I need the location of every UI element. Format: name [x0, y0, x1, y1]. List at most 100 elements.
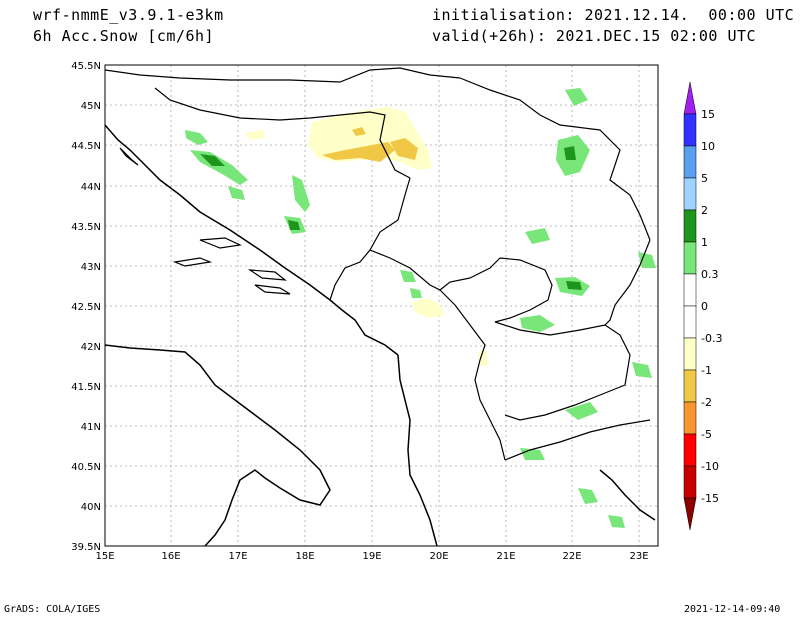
- latitude-labels: 45.5N 45N 44.5N 44N 43.5N 43N 42.5N 42N …: [71, 61, 101, 553]
- island-1: [199, 237, 243, 249]
- snow-area-greece-2: [578, 488, 598, 504]
- border-greece: [504, 419, 651, 461]
- lon-label: 19E: [362, 551, 381, 562]
- lat-label: 40N: [81, 502, 101, 513]
- colorbar-top-arrow: [683, 81, 697, 115]
- colorbar-label: 2: [701, 204, 708, 217]
- snow-area-dinaric-1: [185, 130, 208, 145]
- lat-label: 44.5N: [71, 141, 101, 152]
- lat-label: 42N: [81, 342, 101, 353]
- islands: [119, 147, 291, 295]
- coastline-italy: [104, 344, 331, 547]
- snow-area-greece-4: [632, 362, 652, 378]
- longitude-labels: 15E 16E 17E 18E 19E 20E 21E 22E 23E: [95, 551, 648, 562]
- melt-area-small-2: [412, 298, 445, 318]
- country-borders: [104, 67, 651, 461]
- colorbar-segment: [683, 209, 697, 243]
- colorbar-segment: [683, 465, 697, 499]
- border-macedonia: [494, 321, 631, 421]
- lat-label: 45N: [81, 101, 101, 112]
- colorbar-labels: 15 10 5 2 1 0.3 0 -0.3 -1 -2 -5 -10 -15: [701, 108, 722, 505]
- lat-label: 41.5N: [71, 382, 101, 393]
- border-kosovo: [469, 257, 553, 323]
- lat-label: 40.5N: [71, 462, 101, 473]
- lat-label: 43.5N: [71, 222, 101, 233]
- lat-label: 45.5N: [71, 61, 101, 72]
- lat-label: 44N: [81, 182, 101, 193]
- snow-area-dinaric-2: [190, 150, 248, 185]
- lat-label: 41N: [81, 422, 101, 433]
- melt-area-orange-1: [322, 142, 395, 162]
- lon-label: 18E: [295, 551, 314, 562]
- border-hungary: [104, 67, 461, 83]
- border-bosnia-east: [329, 177, 411, 301]
- island-3: [247, 269, 287, 281]
- colorbar-segment: [683, 241, 697, 275]
- snow-area-bulgaria: [638, 252, 656, 268]
- heavy-snow-3: [566, 281, 582, 290]
- colorbar-label: -15: [701, 492, 719, 505]
- snow-area-dinaric-3: [228, 186, 245, 200]
- lon-label: 22E: [562, 551, 581, 562]
- snow-area-macedonia-1: [520, 315, 555, 332]
- model-title: wrf-nmmE_v3.9.1-e3km: [33, 6, 224, 24]
- lon-label: 20E: [429, 551, 448, 562]
- border-albania-east: [439, 289, 506, 461]
- lon-label: 21E: [496, 551, 515, 562]
- colorbar-bottom-arrow: [683, 497, 697, 531]
- heavy-snow-1: [200, 154, 225, 166]
- colorbar-label: -1: [701, 364, 712, 377]
- colorbar-segment: [683, 145, 697, 179]
- colorbar-segment: [683, 433, 697, 467]
- colorbar: [683, 81, 697, 531]
- colorbar-label: -10: [701, 460, 719, 473]
- melt-area-small-3: [478, 350, 488, 366]
- island-4: [254, 284, 291, 295]
- snow-area-albania: [410, 288, 422, 298]
- grads-credit: GrADS: COLA/IGES: [4, 604, 101, 615]
- border-bosnia-north: [154, 87, 411, 179]
- snow-area-greece-3: [608, 515, 625, 528]
- lon-label: 17E: [228, 551, 247, 562]
- colorbar-label: -0.3: [701, 332, 722, 345]
- lat-label: 43N: [81, 262, 101, 273]
- colorbar-label: 0: [701, 300, 708, 313]
- negative-snow-areas: [245, 107, 488, 366]
- snow-area-macedonia-2: [565, 402, 598, 420]
- lon-label: 15E: [95, 551, 114, 562]
- lat-label: 42.5N: [71, 302, 101, 313]
- heavy-snow-areas: [200, 146, 582, 290]
- snow-area-montenegro: [400, 270, 416, 282]
- colorbar-label: 15: [701, 108, 715, 121]
- valid-time: valid(+26h): 2021.DEC.15 02:00 UTC: [432, 27, 757, 45]
- colorbar-label: -5: [701, 428, 712, 441]
- island-5: [119, 147, 139, 166]
- colorbar-label: 0.3: [701, 268, 719, 281]
- field-title: 6h Acc.Snow [cm/6h]: [33, 27, 215, 45]
- coastlines: [104, 124, 656, 547]
- snow-area-serbia-2: [565, 88, 588, 106]
- coastline-albania: [397, 354, 438, 547]
- init-time: initialisation: 2021.12.14. 00:00 UTC: [432, 6, 795, 24]
- colorbar-segment: [683, 369, 697, 403]
- colorbar-segment: [683, 305, 697, 339]
- melt-area-orange-3: [352, 127, 366, 136]
- melt-area-orange-2: [390, 138, 418, 160]
- melt-area-small-1: [245, 130, 266, 140]
- snow-area-serbia-3: [525, 228, 550, 244]
- border-serbia-romania: [459, 77, 651, 241]
- colorbar-segment: [683, 337, 697, 371]
- lat-label: 39.5N: [71, 542, 101, 553]
- island-2: [172, 257, 213, 267]
- border-montenegro: [369, 249, 471, 291]
- colorbar-segment: [683, 177, 697, 211]
- colorbar-segment: [683, 113, 697, 147]
- snow-area-dinaric-4: [292, 175, 310, 212]
- colorbar-label: -2: [701, 396, 712, 409]
- colorbar-label: 5: [701, 172, 708, 185]
- heavy-snow-4: [564, 146, 576, 160]
- colorbar-segment: [683, 273, 697, 307]
- colorbar-segment: [683, 401, 697, 435]
- lon-label: 16E: [161, 551, 180, 562]
